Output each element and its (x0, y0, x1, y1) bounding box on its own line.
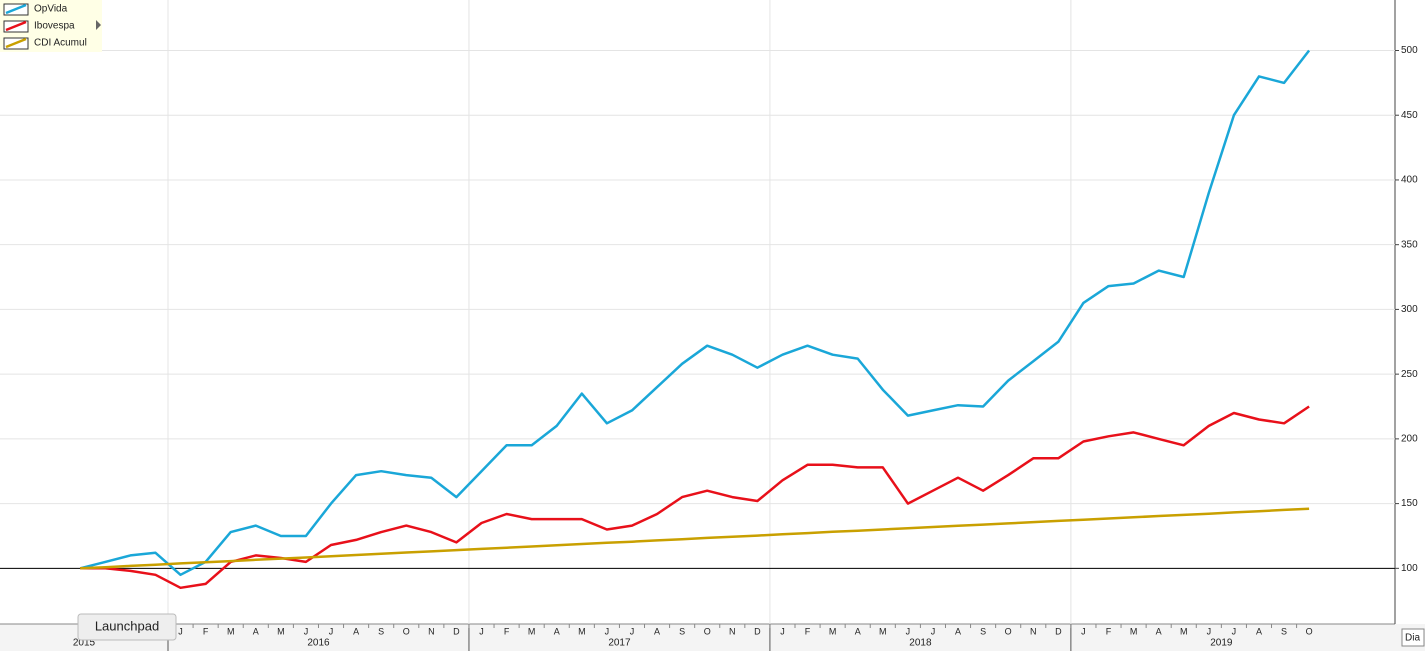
x-tick-label: J (605, 626, 610, 636)
y-tick-label: 250 (1401, 369, 1418, 380)
y-tick-label: 200 (1401, 434, 1418, 445)
x-axis-band (0, 624, 1425, 651)
y-tick-label: 100 (1401, 563, 1418, 574)
year-label: 2018 (909, 638, 932, 649)
x-tick-label: S (378, 626, 384, 636)
y-tick-label: 150 (1401, 498, 1418, 509)
x-tick-label: N (1030, 626, 1037, 636)
period-button-box[interactable] (1401, 628, 1425, 647)
period-button[interactable]: Dia (1401, 628, 1425, 647)
legend-label: OpVida (34, 4, 68, 15)
x-tick-label: J (178, 626, 183, 636)
x-tick-label: F (805, 626, 811, 636)
y-tick-label: 300 (1401, 304, 1418, 315)
y-tick-label: 500 (1401, 45, 1418, 56)
tooltip: Launchpad (77, 613, 177, 641)
x-tick-label: F (203, 626, 209, 636)
legend-arrow (96, 20, 101, 30)
tooltip-text: Launchpad (95, 618, 159, 633)
x-tick-label: A (654, 626, 660, 636)
tooltip-box (77, 613, 177, 641)
legend-label: Ibovespa (34, 21, 75, 32)
x-tick-label: J (304, 626, 309, 636)
x-tick-label: D (453, 626, 460, 636)
x-tick-label: A (253, 626, 259, 636)
year-label: 2016 (307, 638, 330, 649)
y-tick-label: 400 (1401, 175, 1418, 186)
y-tick-label: 450 (1401, 110, 1418, 121)
y-tick-label: 350 (1401, 239, 1418, 250)
x-tick-label: N (428, 626, 435, 636)
x-tick-label: J (479, 626, 484, 636)
x-tick-label: O (1306, 626, 1313, 636)
x-tick-label: A (955, 626, 961, 636)
legend-label: CDI Acumul (34, 38, 87, 49)
series-line (80, 507, 1310, 570)
x-tick-label: M (528, 626, 536, 636)
grid (0, 0, 1395, 624)
x-tick-label: O (1005, 626, 1012, 636)
x-tick-label: S (679, 626, 685, 636)
period-button-label[interactable]: Dia (1405, 633, 1420, 644)
x-tick-label: M (277, 626, 285, 636)
x-tick-label: J (329, 626, 334, 636)
legend-swatch (5, 37, 27, 49)
x-tick-label: J (906, 626, 911, 636)
x-tick-label: D (754, 626, 761, 636)
x-tick-label: S (980, 626, 986, 636)
legend: OpVida Ibovespa CDI Acumul (0, 0, 102, 52)
x-tick-label: J (1081, 626, 1086, 636)
year-label: 2019 (1210, 638, 1233, 649)
x-tick-label: D (1055, 626, 1062, 636)
x-tick-label: S (1281, 626, 1287, 636)
legend-swatch (5, 3, 27, 15)
x-tick-label: J (931, 626, 936, 636)
series-line (79, 49, 1311, 577)
x-tick-label: N (729, 626, 736, 636)
x-tick-label: M (829, 626, 837, 636)
x-tick-label: J (1207, 626, 1212, 636)
x-tick-label: J (630, 626, 635, 636)
lines (0, 49, 1395, 590)
x-tick-label: A (855, 626, 861, 636)
x-tick-label: O (704, 626, 711, 636)
x-tick-label: O (403, 626, 410, 636)
legend-swatch (5, 20, 27, 32)
x-tick-label: M (578, 626, 586, 636)
x-tick-label: A (1156, 626, 1162, 636)
x-tick-label: A (353, 626, 359, 636)
x-tick-label: M (1180, 626, 1188, 636)
x-tick-label: J (780, 626, 785, 636)
x-tick-label: M (227, 626, 235, 636)
x-tick-label: F (1106, 626, 1112, 636)
x-tick-label: F (504, 626, 510, 636)
year-label: 2015 (73, 638, 96, 649)
x-tick-label: M (879, 626, 887, 636)
x-tick-label: M (1130, 626, 1138, 636)
year-label: 2017 (608, 638, 631, 649)
x-tick-label: J (1232, 626, 1237, 636)
x-tick-label: A (1256, 626, 1262, 636)
x-tick-label: A (554, 626, 560, 636)
